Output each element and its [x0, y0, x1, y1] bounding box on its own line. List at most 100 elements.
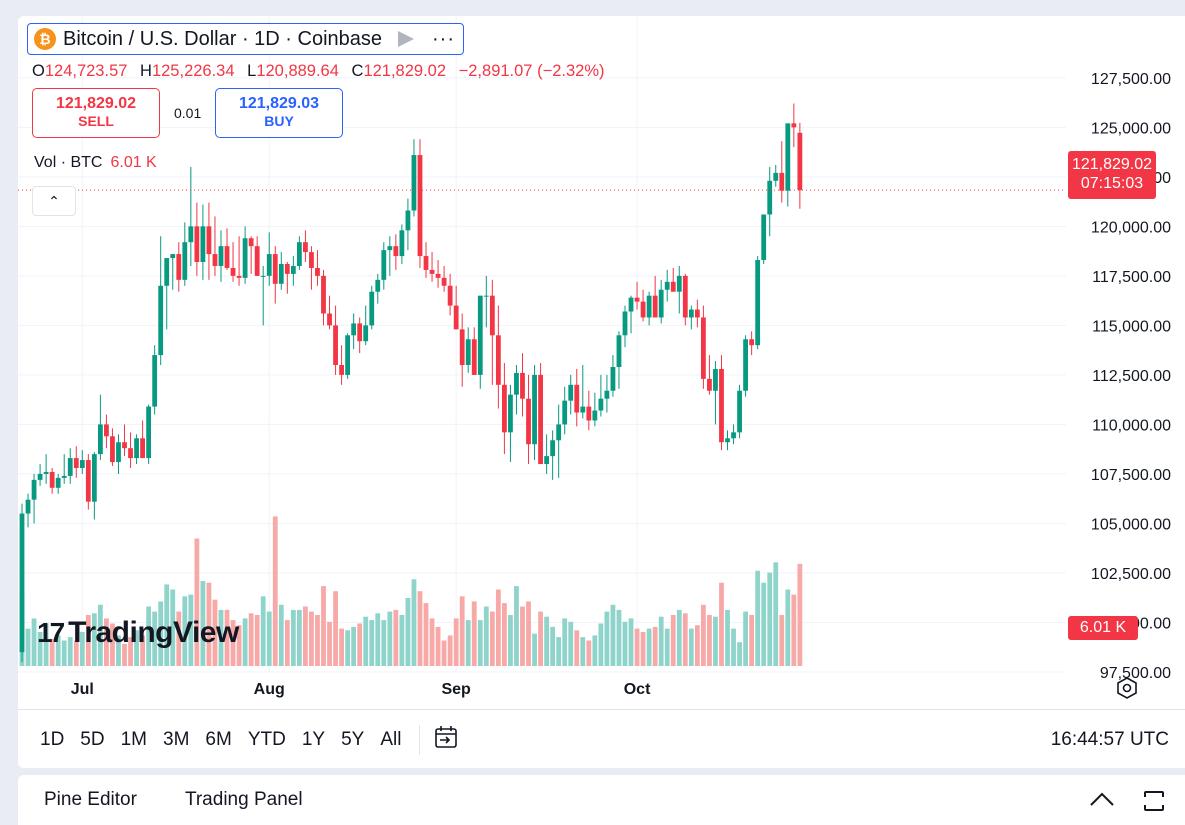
range-1m[interactable]: 1M — [120, 728, 147, 750]
volume-bar — [508, 615, 513, 666]
volume-bar — [284, 620, 290, 666]
candle-body — [387, 246, 393, 251]
candle-body — [278, 263, 284, 284]
tab-pine-editor[interactable]: Pine Editor — [44, 789, 137, 810]
range-ytd[interactable]: YTD — [247, 728, 286, 750]
candle-body — [104, 424, 109, 437]
volume-bar — [254, 615, 260, 666]
candle-body — [309, 252, 314, 268]
candlestick-chart[interactable]: 127,500.00125,000.00122,500.00120,000.00… — [18, 16, 1185, 709]
volume-bar — [411, 579, 417, 666]
volume-bar — [634, 628, 640, 666]
range-5y[interactable]: 5Y — [341, 728, 365, 750]
candle-body — [791, 123, 797, 128]
candle-body — [779, 172, 785, 191]
candle-body — [248, 238, 254, 247]
volume-bar — [544, 616, 550, 666]
more-icon[interactable]: ··· — [432, 28, 455, 50]
candle-body — [164, 258, 170, 286]
candle-body — [31, 479, 37, 500]
candle-body — [526, 398, 531, 445]
candle-body — [773, 172, 779, 181]
volume-bar — [37, 632, 43, 666]
y-tick-label: 102,500.00 — [1091, 566, 1171, 583]
candle-body — [85, 460, 91, 502]
last-price: 121,829.02 — [1071, 156, 1153, 173]
range-1d[interactable]: 1D — [40, 728, 65, 750]
maximize-icon[interactable] — [1142, 789, 1166, 813]
sell-button[interactable]: 121,829.02 SELL — [32, 88, 160, 138]
tab-trading-panel[interactable]: Trading Panel — [184, 789, 303, 810]
candle-body — [694, 309, 700, 318]
candle-body — [333, 325, 338, 365]
range-5d[interactable]: 5D — [80, 728, 105, 750]
clock[interactable]: 16:44:57 UTC — [1050, 729, 1169, 750]
chart-settings-icon[interactable] — [1116, 677, 1138, 699]
volume-bar — [85, 615, 91, 666]
volume-bar — [676, 609, 682, 666]
candle-body — [375, 279, 381, 292]
volume-bar — [670, 615, 676, 666]
candle-body — [767, 180, 773, 215]
candle-body — [761, 214, 767, 261]
volume-bar — [713, 616, 718, 666]
volume-bar — [755, 570, 761, 666]
volume-bar — [725, 609, 730, 666]
candle-body — [49, 471, 55, 488]
candle-body — [598, 398, 604, 411]
candle-body — [435, 273, 441, 278]
volume-bar — [465, 620, 471, 666]
flag-icon[interactable] — [398, 31, 415, 47]
candle-body — [284, 263, 290, 274]
volume-bar — [296, 609, 302, 666]
spread-value: 0.01 — [174, 105, 202, 121]
candle-body — [110, 436, 115, 463]
x-tick-label: Oct — [624, 681, 651, 698]
candle-body — [411, 155, 417, 211]
candle-body — [688, 309, 694, 318]
collapse-legend-button[interactable]: ⌃ — [32, 186, 76, 216]
range-all[interactable]: All — [380, 728, 402, 750]
volume-legend[interactable]: Vol · BTC 6.01 K — [34, 154, 157, 172]
volume-bar — [357, 623, 363, 666]
candle-body — [200, 226, 206, 263]
volume-bar — [495, 589, 501, 666]
candle-body — [170, 254, 176, 259]
volume-bar — [188, 594, 194, 666]
symbol-legend[interactable]: ₿ Bitcoin / U.S. Dollar · 1D · Coinbase … — [27, 23, 464, 55]
candle-body — [43, 471, 49, 474]
buy-button[interactable]: 121,829.03 BUY — [215, 88, 343, 138]
volume-bar — [459, 596, 465, 666]
chart-panel[interactable]: 127,500.00125,000.00122,500.00120,000.00… — [18, 16, 1185, 768]
candle-body — [218, 246, 224, 266]
volume-bar — [719, 582, 724, 666]
chevron-up-icon[interactable] — [1088, 789, 1116, 809]
candle-body — [586, 406, 592, 421]
candle-body — [345, 335, 351, 375]
candle-body — [363, 325, 369, 342]
volume-bar — [242, 618, 248, 666]
volume-bar — [61, 640, 67, 666]
candle-body — [785, 123, 791, 191]
tradingview-logo[interactable]: 17 TradingView — [37, 616, 239, 650]
volume-bar — [562, 618, 568, 666]
y-tick-label: 127,500.00 — [1091, 71, 1171, 88]
volume-bar — [128, 637, 133, 666]
candle-body — [652, 295, 658, 318]
range-6m[interactable]: 6M — [205, 728, 232, 750]
candle-body — [471, 339, 477, 375]
volume-bar — [791, 594, 797, 666]
volume-bar — [224, 609, 230, 666]
candle-body — [532, 374, 537, 445]
calendar-icon[interactable] — [432, 723, 460, 756]
candle-body — [423, 256, 429, 270]
candle-body — [128, 448, 133, 459]
symbol-title[interactable]: Bitcoin / U.S. Dollar · 1D · Coinbase — [63, 27, 383, 50]
y-tick-label: 120,000.00 — [1091, 219, 1171, 236]
range-3m[interactable]: 3M — [163, 728, 190, 750]
candle-body — [502, 384, 507, 433]
candle-body — [188, 226, 194, 243]
candle-body — [700, 317, 706, 379]
candle-body — [37, 473, 43, 480]
range-1y[interactable]: 1Y — [301, 728, 326, 750]
